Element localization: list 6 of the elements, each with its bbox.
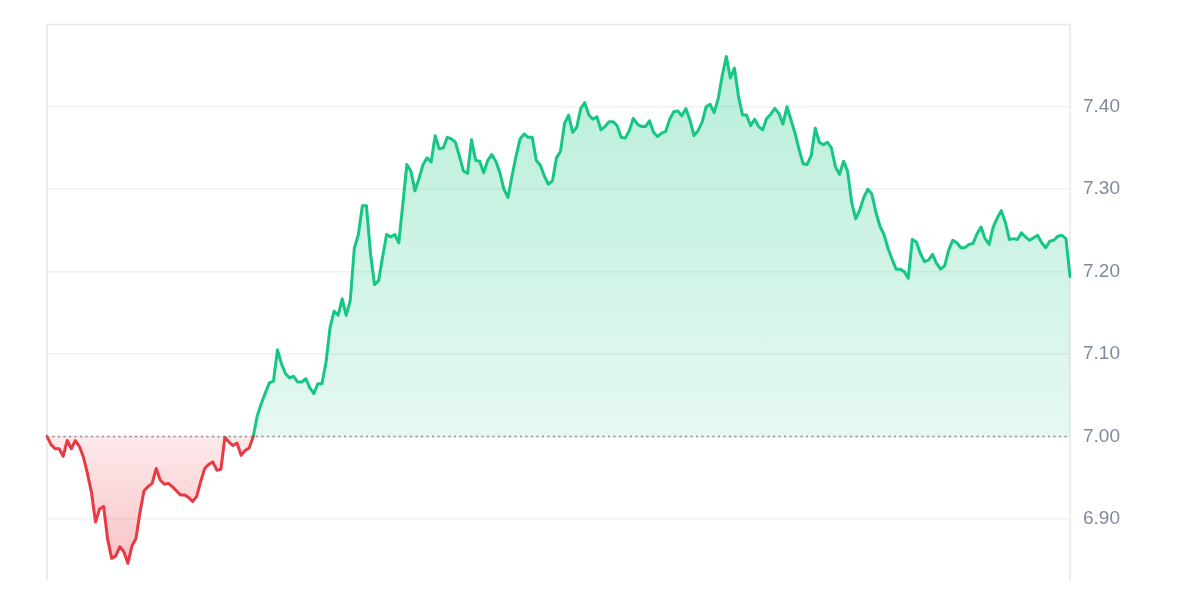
- y-tick-label: 7.40: [1083, 95, 1120, 117]
- y-tick-label: 7.00: [1083, 424, 1120, 446]
- y-tick-label: 7.20: [1083, 259, 1120, 281]
- y-tick-label: 6.90: [1083, 507, 1120, 529]
- y-tick-label: 7.30: [1083, 177, 1120, 199]
- y-tick-label: 7.10: [1083, 342, 1120, 364]
